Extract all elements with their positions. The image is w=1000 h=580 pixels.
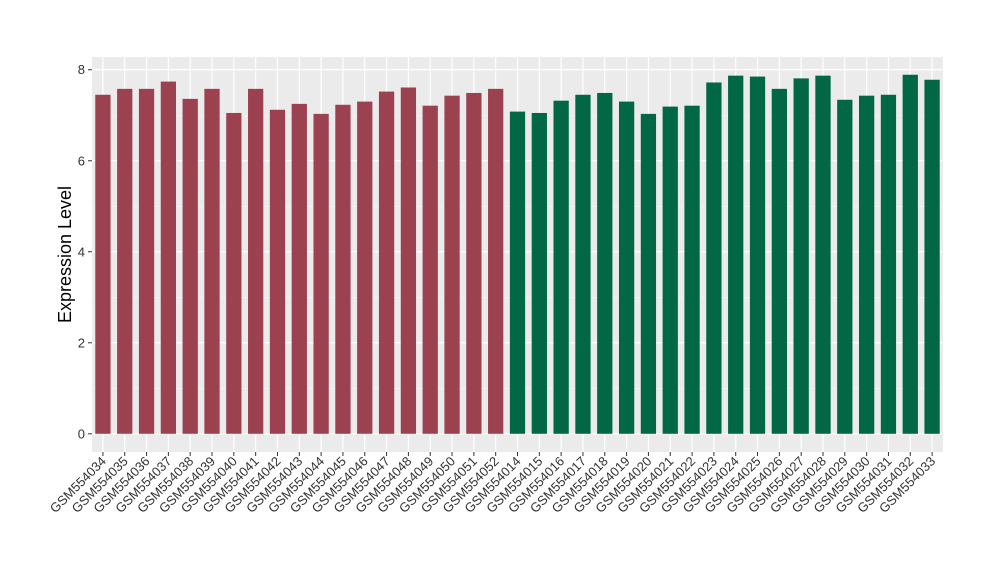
- bar: [117, 88, 133, 434]
- bar: [597, 92, 613, 434]
- y-tick-label: 8: [78, 62, 85, 77]
- bar: [531, 112, 547, 434]
- bar: [269, 109, 286, 434]
- bar: [749, 76, 766, 434]
- bar: [488, 88, 504, 434]
- bar: [684, 105, 700, 434]
- bar: [248, 88, 264, 434]
- bar: [204, 88, 220, 434]
- y-axis-title: Expression Level: [55, 186, 75, 323]
- bar: [313, 113, 329, 434]
- bar: [706, 82, 722, 434]
- bar: [226, 112, 242, 434]
- bar: [444, 95, 460, 434]
- y-tick-label: 6: [78, 153, 85, 168]
- y-tick-label: 4: [78, 244, 85, 259]
- bar: [378, 91, 395, 434]
- bar: [880, 94, 897, 434]
- bar: [924, 79, 940, 434]
- bar: [95, 94, 111, 434]
- bar: [858, 95, 875, 434]
- bar: [662, 106, 678, 434]
- bar: [815, 75, 831, 434]
- bar: [466, 92, 482, 434]
- bar: [618, 101, 635, 434]
- bar: [771, 88, 787, 434]
- bar: [182, 98, 198, 434]
- bar: [400, 87, 417, 434]
- bar: [335, 104, 351, 434]
- bar: [422, 105, 438, 434]
- y-tick-label: 0: [78, 426, 85, 441]
- bar: [728, 75, 744, 434]
- y-tick-label: 2: [78, 335, 85, 350]
- bar: [291, 103, 307, 434]
- bar: [160, 81, 177, 434]
- bar: [837, 99, 853, 434]
- bar: [640, 113, 657, 434]
- bar: [357, 101, 373, 434]
- bar: [138, 88, 155, 434]
- bar: [902, 74, 918, 434]
- bar: [553, 100, 569, 434]
- bar: [793, 78, 809, 434]
- bar: [575, 94, 591, 434]
- bar: [509, 111, 526, 434]
